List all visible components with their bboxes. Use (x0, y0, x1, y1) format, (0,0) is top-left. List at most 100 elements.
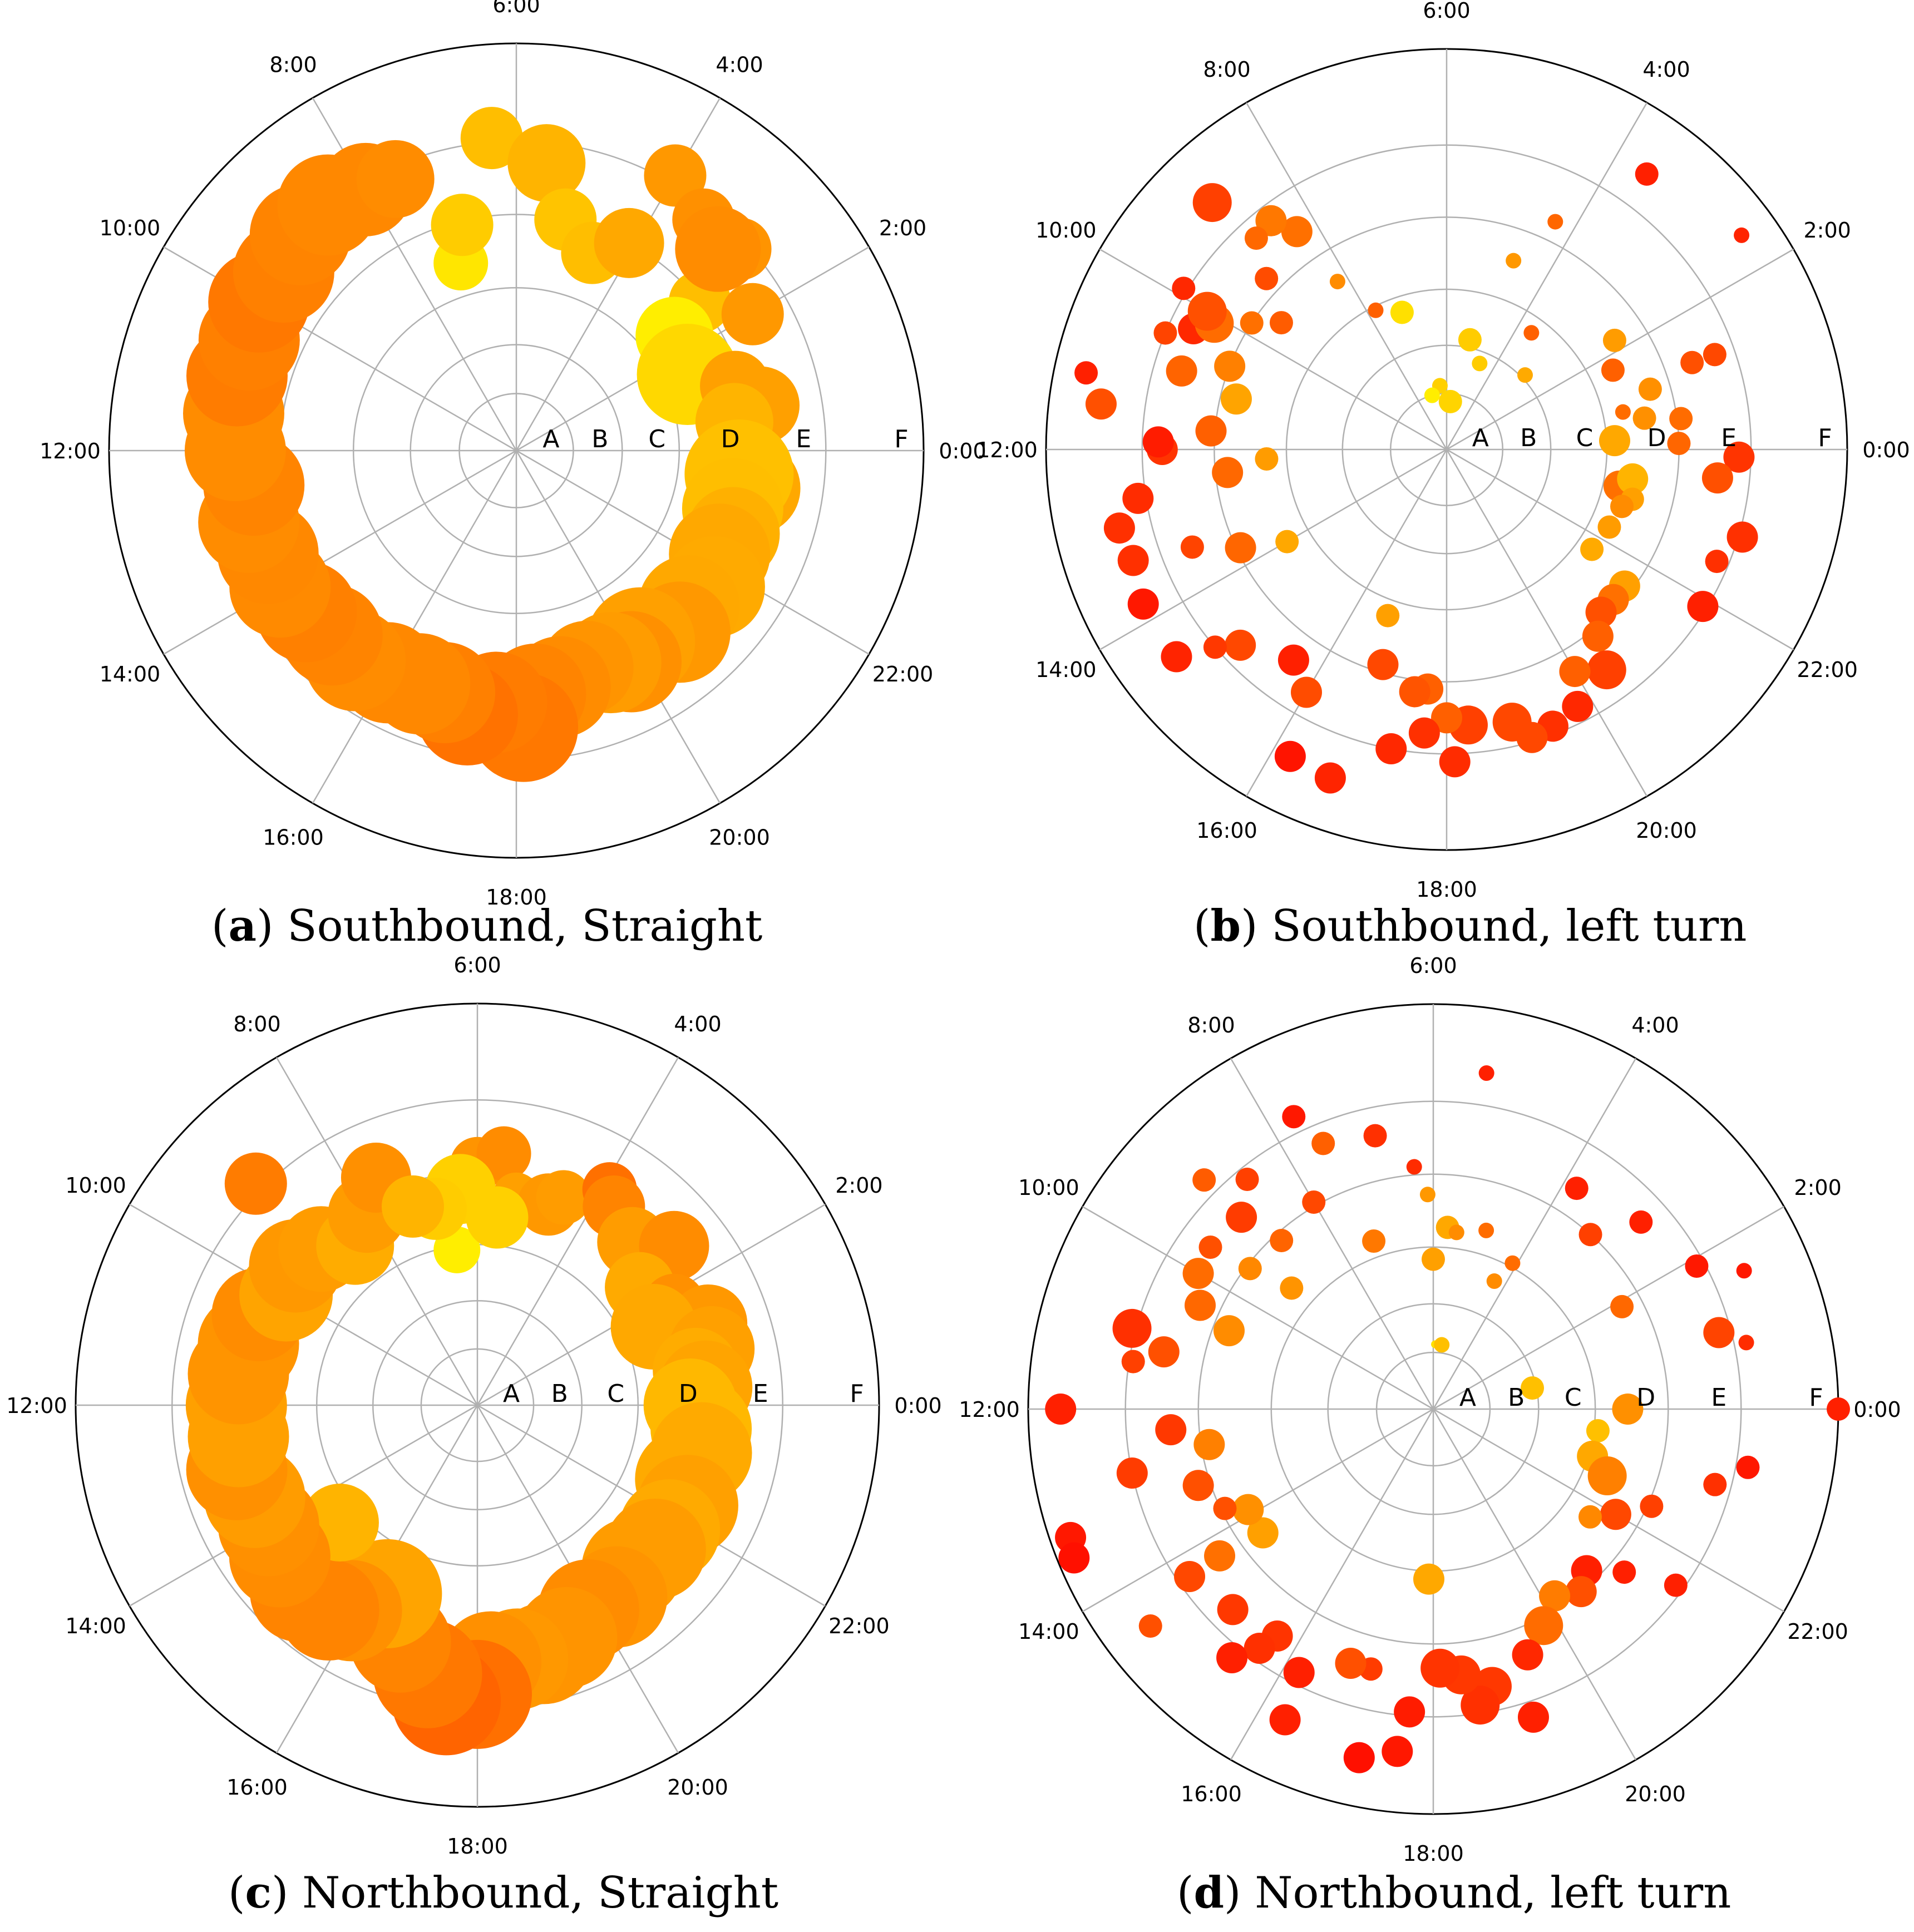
data-bubble (1431, 702, 1462, 734)
time-tick-label: 18:00 (486, 885, 547, 910)
grid-spoke (1245, 102, 1448, 450)
data-bubble (1127, 588, 1159, 620)
data-bubble (1185, 1289, 1216, 1321)
ring-label: B (551, 1380, 568, 1408)
polar-chart-b: 0:00 2:00 4:00 6:00 8:00 10:00 12:00 14:00 16:00… (976, 0, 1910, 902)
data-bubble (1610, 1294, 1634, 1318)
time-tick-label: 14:00 (1018, 1619, 1079, 1644)
data-bubble (1703, 1473, 1727, 1496)
grid-spoke (1433, 1205, 1785, 1410)
time-tick-label: 18:00 (447, 1834, 508, 1859)
polar-chart-c: 0:00 2:00 4:00 6:00 8:00 10:00 12:00 14:00 16:00… (6, 953, 941, 1859)
data-bubble (1667, 432, 1691, 456)
data-bubble (1512, 1639, 1543, 1671)
data-bubble (1586, 1419, 1610, 1442)
time-tick-label: 0:00 (1862, 438, 1910, 462)
time-tick-label: 10:00 (1018, 1175, 1079, 1200)
time-tick-label: 4:00 (674, 1012, 721, 1036)
time-tick-label: 8:00 (269, 52, 317, 77)
time-tick-label: 6:00 (1409, 953, 1457, 978)
data-bubble (1424, 387, 1440, 403)
data-bubble (1399, 676, 1430, 708)
data-bubble (356, 140, 435, 218)
data-bubble (1192, 183, 1232, 223)
time-tick-label: 10:00 (100, 216, 161, 240)
data-bubble (1282, 1105, 1306, 1129)
data-bubble (1277, 644, 1309, 676)
time-tick-label: 8:00 (1187, 1013, 1235, 1037)
data-bubble (1198, 1236, 1222, 1259)
data-bubble (1225, 532, 1256, 564)
data-bubble (1281, 216, 1313, 248)
data-bubble (1148, 1336, 1180, 1368)
data-bubble (1244, 1632, 1275, 1664)
data-bubble (1367, 649, 1399, 680)
data-bubble (1578, 1223, 1602, 1247)
data-bubble (1438, 389, 1462, 413)
data-bubble (1116, 1457, 1148, 1489)
grid-spoke (1099, 248, 1447, 451)
data-bubble (1238, 1257, 1262, 1281)
data-bubble (476, 1126, 531, 1181)
data-bubble (460, 107, 523, 170)
data-bubble (536, 1170, 591, 1225)
time-tick-label: 16:00 (226, 1775, 288, 1800)
data-bubble (466, 1186, 529, 1249)
data-bubble (1703, 1317, 1735, 1348)
data-bubble (1408, 717, 1440, 749)
caption-a: (a) Southbound, Straight (211, 901, 763, 951)
data-bubble (1390, 300, 1414, 324)
data-bubble (1362, 1229, 1386, 1253)
data-bubble (1539, 1580, 1571, 1612)
data-bubble (1203, 635, 1227, 659)
data-bubble (1734, 227, 1750, 243)
data-bubble (1827, 1397, 1850, 1421)
time-tick-label: 8:00 (233, 1012, 280, 1036)
data-bubble (381, 1175, 444, 1238)
panel-southbound-straight: 0:00 2:00 4:00 6:00 8:00 10:00 12:00 14:00 16:00… (0, 0, 986, 966)
ring-label: A (1459, 1383, 1476, 1412)
time-tick-label: 6:00 (1423, 0, 1470, 23)
data-bubble (1074, 361, 1098, 385)
data-bubble (1506, 253, 1522, 269)
data-bubble (1138, 1614, 1162, 1638)
data-bubble (1669, 407, 1693, 431)
data-bubble (1419, 1187, 1436, 1203)
data-bubble (1705, 550, 1729, 574)
time-tick-label: 2:00 (879, 216, 926, 240)
ring-label: E (1711, 1383, 1726, 1412)
panel-southbound-left-turn: 0:00 2:00 4:00 6:00 8:00 10:00 12:00 14:00 16:00… (957, 0, 1914, 966)
time-tick-label: 20:00 (1636, 818, 1697, 843)
data-bubble (1155, 1414, 1187, 1446)
data-bubble (1255, 205, 1287, 236)
data-bubble (1226, 1202, 1257, 1233)
grid-spoke (1432, 1409, 1637, 1761)
ring-label: A (1472, 424, 1489, 452)
data-bubble (1486, 1273, 1502, 1289)
time-tick-label: 12:00 (6, 1394, 67, 1418)
data-bubble (1680, 350, 1704, 374)
ring-label: C (1565, 1383, 1582, 1412)
time-tick-label: 0:00 (939, 439, 986, 463)
ring-label: F (1818, 424, 1832, 452)
data-bubble (1182, 1470, 1214, 1501)
data-bubble (1413, 1563, 1444, 1595)
ring-label: F (1809, 1383, 1823, 1412)
grid-spoke (1446, 449, 1648, 797)
ring-label: C (607, 1380, 624, 1408)
time-tick-label: 0:00 (1853, 1397, 1901, 1422)
data-bubble (1214, 350, 1246, 382)
ring-label: A (503, 1380, 520, 1408)
data-bubble (1275, 530, 1299, 554)
data-bubble (1703, 343, 1726, 367)
grid-spoke (1446, 448, 1794, 651)
ring-label: D (1647, 424, 1666, 452)
caption-d: (d) Northbound, left turn (1177, 1867, 1732, 1918)
panel-northbound-left-turn: 0:00 2:00 4:00 6:00 8:00 10:00 12:00 14:00 16:00… (957, 953, 1914, 1932)
data-bubble (1504, 1255, 1521, 1271)
data-bubble (1629, 1210, 1653, 1234)
grid-spoke (1432, 1058, 1637, 1410)
data-bubble (1582, 620, 1614, 652)
data-bubble (224, 1152, 287, 1215)
data-bubble (1274, 740, 1306, 772)
